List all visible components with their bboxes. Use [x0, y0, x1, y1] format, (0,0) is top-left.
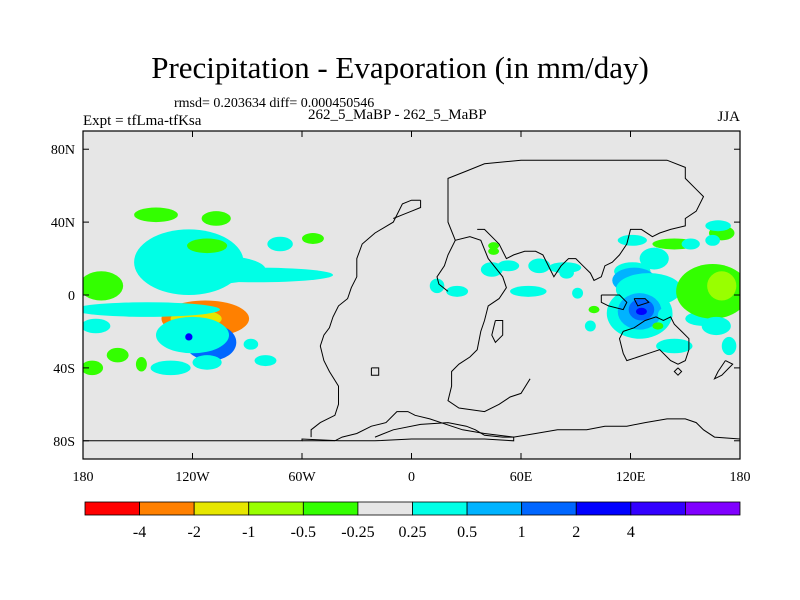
season-label: JJA: [717, 109, 740, 125]
colorbar-swatch: [302, 501, 359, 516]
coastline: [713, 360, 734, 380]
colorbar-label: -4: [133, 524, 146, 541]
stats-line: rmsd= 0.203634 diff= 0.000450546: [174, 96, 375, 111]
y-tick-label: 80S: [53, 435, 75, 450]
anomaly-patch: [705, 234, 720, 246]
anomaly-patch: [106, 347, 129, 363]
colorbar-swatch: [139, 501, 195, 516]
anomaly-patch: [588, 305, 600, 314]
colorbar-label: -0.25: [341, 524, 374, 541]
anomaly-patch: [185, 333, 193, 341]
colorbar-swatch: [466, 501, 523, 516]
colorbar-label: -1: [242, 524, 255, 541]
anomaly-patch: [497, 260, 520, 272]
coastline: [447, 159, 705, 282]
coastline: [393, 200, 422, 219]
coastline: [633, 298, 650, 307]
anomaly-patch: [617, 234, 647, 246]
anomaly-patch: [656, 338, 693, 354]
anomaly-patch: [192, 355, 222, 370]
colorbar-swatch: [521, 501, 577, 516]
anomaly-patch: [83, 318, 111, 334]
anomaly-patch: [83, 302, 220, 317]
anomaly-patch: [179, 267, 334, 283]
anomaly-patch: [187, 238, 228, 254]
colorbar-swatch: [248, 501, 304, 516]
y-tick-label: 0: [68, 289, 75, 304]
x-tick-label: 120E: [616, 470, 646, 485]
y-tick-label: 80N: [51, 143, 75, 158]
coastline: [436, 236, 531, 413]
colorbar-swatch: [412, 501, 468, 516]
anomaly-patch: [528, 258, 551, 274]
anomaly-patch: [488, 247, 500, 255]
anomaly-patch: [707, 271, 737, 301]
colorbar-swatch: [84, 501, 140, 516]
colorbar-swatch: [357, 501, 413, 516]
anomaly-patch: [135, 356, 147, 372]
anomaly-patch: [559, 267, 574, 279]
coastline: [491, 320, 504, 344]
case-line: 262_5_MaBP - 262_5_MaBP: [308, 107, 487, 123]
anomaly-patch: [657, 307, 673, 323]
colorbar-swatch: [630, 501, 686, 516]
coastline: [618, 316, 690, 365]
chart-title: Precipitation - Evaporation (in mm/day): [151, 50, 649, 85]
anomaly-patch: [83, 271, 124, 301]
anomaly-patch: [480, 262, 503, 277]
x-tick-label: 60E: [510, 470, 533, 485]
anomaly-patch: [572, 287, 584, 299]
anomaly-patch: [429, 278, 445, 294]
anomaly-patch: [156, 316, 229, 354]
y-tick-label: 40N: [51, 216, 75, 231]
anomaly-patch: [639, 247, 669, 270]
anomaly-patch: [635, 307, 647, 316]
anomaly-patch: [446, 285, 469, 297]
anomaly-patch: [267, 236, 293, 252]
anomaly-patch: [302, 233, 324, 244]
coastline: [310, 199, 421, 438]
coastline: [673, 367, 683, 376]
colorbar-label: 2: [572, 524, 580, 541]
colorbar-swatch: [193, 501, 250, 516]
anomaly-patch: [548, 262, 582, 274]
anomaly-patch: [721, 336, 737, 356]
x-tick-label: 60W: [288, 470, 316, 485]
colorbar-label: 1: [518, 524, 526, 541]
anomaly-patch: [510, 285, 547, 297]
x-tick-label: 0: [408, 470, 415, 485]
colorbar-label: 0.5: [457, 524, 477, 541]
x-tick-label: 180: [73, 470, 94, 485]
anomaly-patch: [83, 360, 104, 376]
colorbar-label: -2: [188, 524, 201, 541]
colorbar-swatch: [575, 501, 632, 516]
x-tick-label: 180: [730, 470, 751, 485]
experiment-label: Expt = tfLma-tfKsa: [83, 113, 202, 129]
anomaly-patch: [150, 360, 191, 376]
anomaly-patch: [243, 338, 259, 350]
x-tick-label: 120W: [175, 470, 210, 485]
anomaly-patch: [254, 355, 277, 367]
anomaly-patch: [584, 320, 596, 332]
anomaly-patch: [201, 211, 231, 226]
anomaly-patch: [488, 242, 500, 250]
colorbar-label: -0.5: [291, 524, 316, 541]
anomaly-patch: [652, 322, 664, 330]
colorbar-swatch: [685, 501, 741, 516]
coastline: [600, 294, 628, 311]
coastline: [302, 411, 740, 442]
colorbar-label: 0.25: [399, 524, 427, 541]
anomaly-patch: [681, 238, 700, 250]
anomaly-patch: [134, 207, 178, 223]
colorbar-label: 4: [627, 524, 635, 541]
coastline: [370, 367, 380, 376]
anomaly-patch: [705, 220, 731, 232]
y-tick-label: 40S: [53, 362, 75, 377]
anomaly-patch: [701, 316, 731, 336]
anomaly-layer: [83, 207, 740, 376]
